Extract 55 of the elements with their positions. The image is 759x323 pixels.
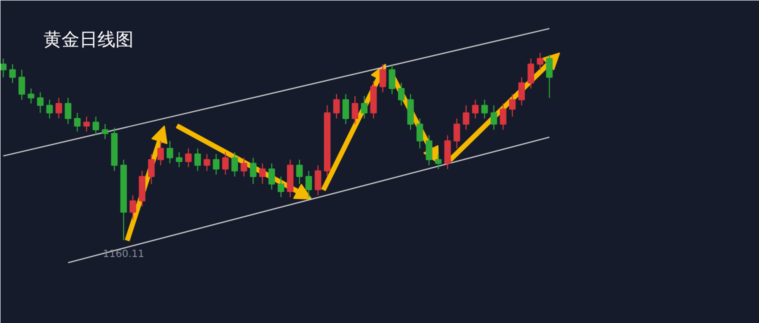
candlestick xyxy=(268,162,275,190)
candlestick xyxy=(37,92,44,114)
candlestick xyxy=(305,170,312,198)
candlestick xyxy=(352,95,358,125)
candlestick xyxy=(444,134,451,170)
candlestick xyxy=(83,116,90,132)
candlestick xyxy=(204,154,210,172)
candlestick xyxy=(222,152,229,176)
candlestick xyxy=(278,176,284,198)
candlestick xyxy=(46,99,53,119)
candlestick xyxy=(380,64,386,93)
candlestick xyxy=(74,112,81,132)
candlestick xyxy=(212,154,220,176)
candlestick xyxy=(342,94,350,125)
candlestick xyxy=(102,124,108,140)
candlestick xyxy=(166,140,174,164)
candlestick xyxy=(528,58,534,90)
candlestick xyxy=(481,99,488,119)
candlestick xyxy=(157,140,164,166)
candlestick xyxy=(500,102,506,130)
candlestick xyxy=(148,154,155,184)
candlestick xyxy=(416,118,424,149)
candlestick xyxy=(490,104,498,130)
candlestick xyxy=(18,69,26,100)
candlestick xyxy=(472,99,479,119)
candlestick xyxy=(176,152,182,168)
candlestick xyxy=(64,97,72,125)
candlestick xyxy=(398,82,405,106)
candlestick xyxy=(9,64,16,84)
candlestick xyxy=(536,52,544,70)
candlestick xyxy=(0,58,7,78)
candlestick xyxy=(454,118,460,149)
candlestick xyxy=(462,104,470,130)
candlestick xyxy=(426,134,432,166)
candlestick xyxy=(546,54,553,98)
candlestick xyxy=(28,88,34,104)
candlestick xyxy=(435,154,442,170)
annotation: 1160.11 xyxy=(102,249,144,260)
candlestick xyxy=(194,148,201,172)
candlestick xyxy=(360,95,368,119)
chart-title: 黄金日线图 xyxy=(44,30,134,50)
candlestick xyxy=(185,148,192,168)
candlestick xyxy=(92,116,100,136)
candlestick xyxy=(314,164,322,196)
candlestick xyxy=(240,157,248,178)
candlestick xyxy=(259,162,266,184)
candlestick xyxy=(250,157,256,184)
candlestick xyxy=(388,64,396,95)
candlestick xyxy=(130,194,136,220)
candlestick xyxy=(56,97,62,119)
candlestick xyxy=(509,94,516,118)
candlestick xyxy=(518,76,525,106)
candlestick xyxy=(333,94,340,119)
candlestick xyxy=(231,152,238,178)
candlestick xyxy=(296,159,303,184)
